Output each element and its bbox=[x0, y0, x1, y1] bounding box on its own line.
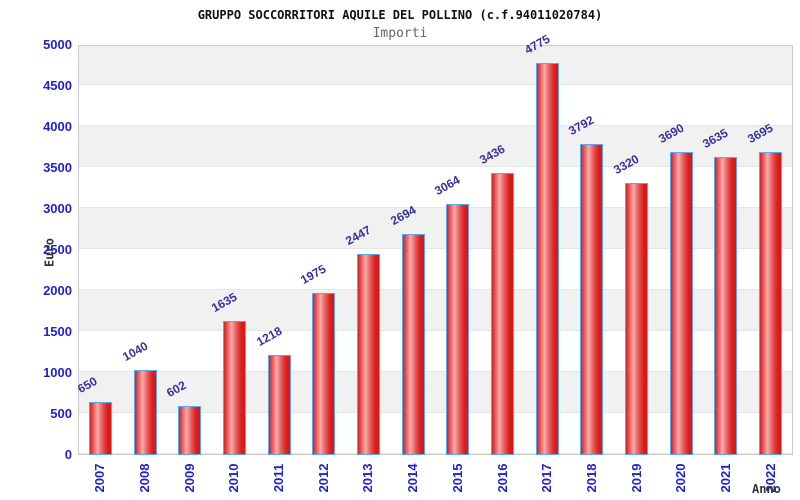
bar-2022 bbox=[759, 152, 782, 455]
x-tick-label: 2012 bbox=[316, 463, 331, 493]
x-tick-label: 2010 bbox=[226, 463, 241, 493]
y-tick-label: 5000 bbox=[43, 37, 72, 52]
bar-2014 bbox=[402, 234, 425, 455]
bar-2007 bbox=[89, 402, 112, 455]
y-tick-label: 500 bbox=[50, 406, 72, 421]
y-tick-label: 0 bbox=[64, 447, 72, 462]
x-tick-label: 2014 bbox=[405, 463, 420, 493]
bar-2021 bbox=[714, 157, 737, 455]
x-axis-title: Anno bbox=[752, 482, 781, 496]
y-tick-label: 1000 bbox=[43, 365, 72, 380]
x-tick-label: 2017 bbox=[539, 463, 554, 493]
x-tick-label: 2008 bbox=[137, 463, 152, 493]
x-tick-label: 2019 bbox=[629, 463, 644, 493]
bar-2011 bbox=[268, 355, 291, 455]
bar-2018 bbox=[580, 144, 603, 455]
y-tick-label: 2500 bbox=[43, 242, 72, 257]
chart-subtitle: Importi bbox=[372, 26, 428, 41]
bar-2009 bbox=[178, 406, 201, 455]
bar-2020 bbox=[670, 152, 693, 455]
y-axis-title: Euro bbox=[42, 238, 57, 267]
bar-2016 bbox=[491, 173, 514, 455]
bar-2010 bbox=[223, 321, 246, 455]
x-tick-label: 2013 bbox=[360, 463, 375, 493]
x-tick-label: 2018 bbox=[584, 463, 599, 493]
x-tick-label: 2009 bbox=[182, 463, 197, 493]
y-tick-label: 3000 bbox=[43, 201, 72, 216]
y-tick-label: 3500 bbox=[43, 160, 72, 175]
x-tick-label: 2015 bbox=[450, 463, 465, 493]
bar-2015 bbox=[446, 204, 469, 455]
bar-2019 bbox=[625, 183, 648, 455]
chart-title: GRUPPO SOCCORRITORI AQUILE DEL POLLINO (… bbox=[197, 8, 603, 22]
x-tick-label: 2011 bbox=[271, 463, 286, 493]
bar-2013 bbox=[357, 254, 380, 455]
bar-2008 bbox=[134, 370, 157, 455]
x-tick-label: 2016 bbox=[495, 463, 510, 493]
y-tick-label: 4500 bbox=[43, 78, 72, 93]
bar-2012 bbox=[312, 293, 335, 455]
x-tick-label: 2021 bbox=[718, 463, 733, 493]
y-tick-label: 4000 bbox=[43, 119, 72, 134]
y-tick-label: 1500 bbox=[43, 324, 72, 339]
x-tick-label: 2007 bbox=[92, 463, 107, 493]
x-tick-label: 2020 bbox=[673, 463, 688, 493]
y-tick-label: 2000 bbox=[43, 283, 72, 298]
bar-2017 bbox=[536, 63, 559, 455]
